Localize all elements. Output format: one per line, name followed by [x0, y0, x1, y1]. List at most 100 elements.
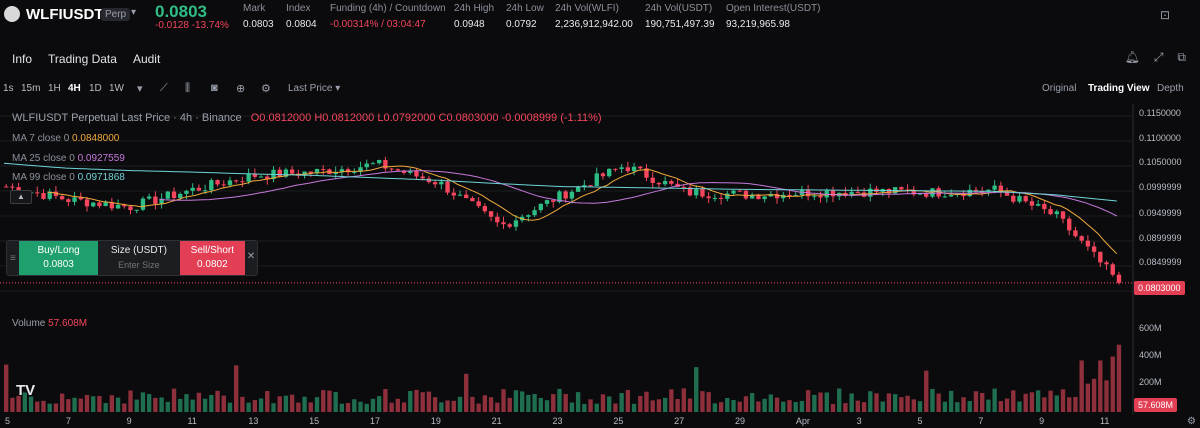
candle-body — [538, 203, 543, 211]
chevron-down-icon[interactable]: ▾ — [131, 7, 137, 18]
buy-long-button[interactable]: Buy/Long 0.0803 — [18, 241, 99, 275]
candle-body — [470, 198, 475, 202]
candle-body — [1104, 262, 1109, 265]
candle-body — [569, 191, 575, 199]
date-tick: 17 — [370, 416, 381, 426]
axis-settings-icon[interactable]: ⚙ — [1187, 416, 1196, 427]
volume-bar — [22, 392, 28, 412]
date-axis[interactable]: 5 7 9 11 13 15 17 19 21 23 25 27 29 Apr 3 5 7 9 11 — [0, 415, 1133, 428]
timeframe-15m[interactable]: 15m — [21, 83, 41, 94]
volume-bar — [1023, 393, 1028, 412]
fullscreen-icon[interactable]: ⤢ — [1153, 50, 1164, 64]
candle-body — [140, 198, 146, 210]
candle-body — [345, 169, 351, 173]
stat-funding: Funding (4h) / Countdown -0.00314% / 03:0… — [330, 3, 446, 30]
price-tick: 0.1050000 — [1139, 157, 1182, 167]
view-original[interactable]: Original — [1042, 83, 1077, 94]
tab-audit[interactable]: Audit — [132, 52, 161, 66]
symbol-name[interactable]: WLFIUSDT — [26, 6, 104, 23]
volume-bar — [750, 393, 755, 412]
size-input[interactable] — [101, 260, 176, 270]
volume-bar — [115, 397, 121, 412]
candle-body — [650, 177, 655, 183]
add-icon[interactable]: ⊕ — [236, 83, 246, 95]
price-tick: 0.1100000 — [1139, 133, 1181, 143]
candle-body — [600, 173, 606, 177]
close-icon[interactable]: ✕ — [246, 251, 256, 262]
view-depth[interactable]: Depth — [1157, 83, 1184, 94]
indicator-icon[interactable]: ⟋ — [160, 82, 168, 94]
price-type-select[interactable]: Last Price ▾ — [288, 83, 341, 94]
ohlc-readout: O0.0812000 H0.0812000 L0.0792000 C0.0803… — [250, 112, 602, 124]
volume-bar — [787, 400, 792, 412]
candle-body — [302, 171, 307, 176]
timeframe-1w[interactable]: 1W — [109, 83, 124, 94]
candle-body — [184, 190, 189, 194]
volume-bar — [171, 388, 177, 412]
volume-bar — [128, 390, 133, 412]
candle-body — [582, 185, 587, 187]
volume-bar — [457, 396, 463, 412]
candle-body — [1042, 204, 1047, 210]
info-tabs: Info Trading Data Audit — [12, 52, 160, 66]
volume-bar — [377, 396, 382, 412]
candle-body — [202, 190, 208, 192]
candle-body — [457, 194, 463, 196]
candle-body — [377, 159, 382, 164]
volume-bar — [793, 402, 798, 412]
date-tick: 29 — [735, 416, 746, 426]
volume-bar — [16, 396, 21, 412]
candle-body — [401, 170, 407, 173]
candle-body — [737, 190, 742, 192]
candle-body — [762, 196, 767, 200]
timeframe-1h[interactable]: 1H — [48, 83, 61, 94]
more-timeframes-chevron-icon[interactable]: ▾ — [137, 83, 143, 95]
timeframe-1s[interactable]: 1s — [3, 83, 14, 94]
volume-bar — [868, 391, 873, 412]
candle-body — [787, 194, 792, 196]
volume-bar — [619, 392, 624, 412]
tradingview-logo: TV — [16, 382, 36, 399]
volume-bar — [240, 396, 245, 412]
volume-bar — [625, 389, 631, 412]
tab-trading-data[interactable]: Trading Data — [48, 52, 117, 66]
collapse-legend-icon[interactable]: ▲ — [10, 190, 32, 204]
drag-handle-icon[interactable]: ≡ — [10, 253, 16, 264]
view-trading-view[interactable]: Trading View — [1088, 83, 1150, 94]
candle-type-icon[interactable]: ⫼ — [185, 82, 191, 94]
volume-bar — [1011, 390, 1016, 412]
volume-bar — [78, 398, 83, 412]
camera-icon[interactable]: ◙ — [211, 82, 218, 94]
candle-body — [41, 193, 46, 199]
volume-bar — [961, 397, 966, 412]
sell-short-button[interactable]: Sell/Short 0.0802 — [179, 241, 246, 275]
volume-bar — [575, 392, 581, 412]
volume-bar — [495, 402, 500, 412]
timeframe-1d[interactable]: 1D — [89, 83, 102, 94]
candle-body — [830, 190, 836, 197]
candle-body — [774, 193, 780, 199]
volume-bar — [532, 393, 537, 412]
tab-info[interactable]: Info — [12, 52, 33, 66]
candle-body — [389, 168, 394, 170]
volume-bar — [488, 397, 494, 412]
expand-icon[interactable]: ⊡ — [1160, 8, 1171, 22]
candle-body — [314, 169, 320, 174]
candle-body — [619, 167, 624, 169]
volume-bar — [134, 399, 139, 412]
volume-bar — [370, 398, 376, 412]
popout-icon[interactable]: ⧉ — [1177, 50, 1186, 64]
candle-body — [134, 209, 139, 211]
volume-bar — [258, 398, 264, 412]
alert-bell-icon[interactable]: 🔔︎ — [1124, 50, 1140, 64]
stat-open-interest: Open Interest(USDT) 93,219,965.98 — [726, 3, 821, 30]
price-axis[interactable]: 0.1150000 0.1100000 0.1050000 0.0999999 … — [1133, 104, 1200, 414]
volume-tick: 600M — [1139, 323, 1162, 333]
volume-bar — [824, 392, 829, 412]
candle-body — [246, 173, 251, 182]
settings-gear-icon[interactable]: ⚙ — [261, 83, 271, 95]
volume-bar — [1079, 360, 1084, 412]
timeframe-4h[interactable]: 4H — [68, 83, 81, 94]
volume-bar — [395, 398, 401, 412]
candle-body — [1085, 240, 1091, 247]
